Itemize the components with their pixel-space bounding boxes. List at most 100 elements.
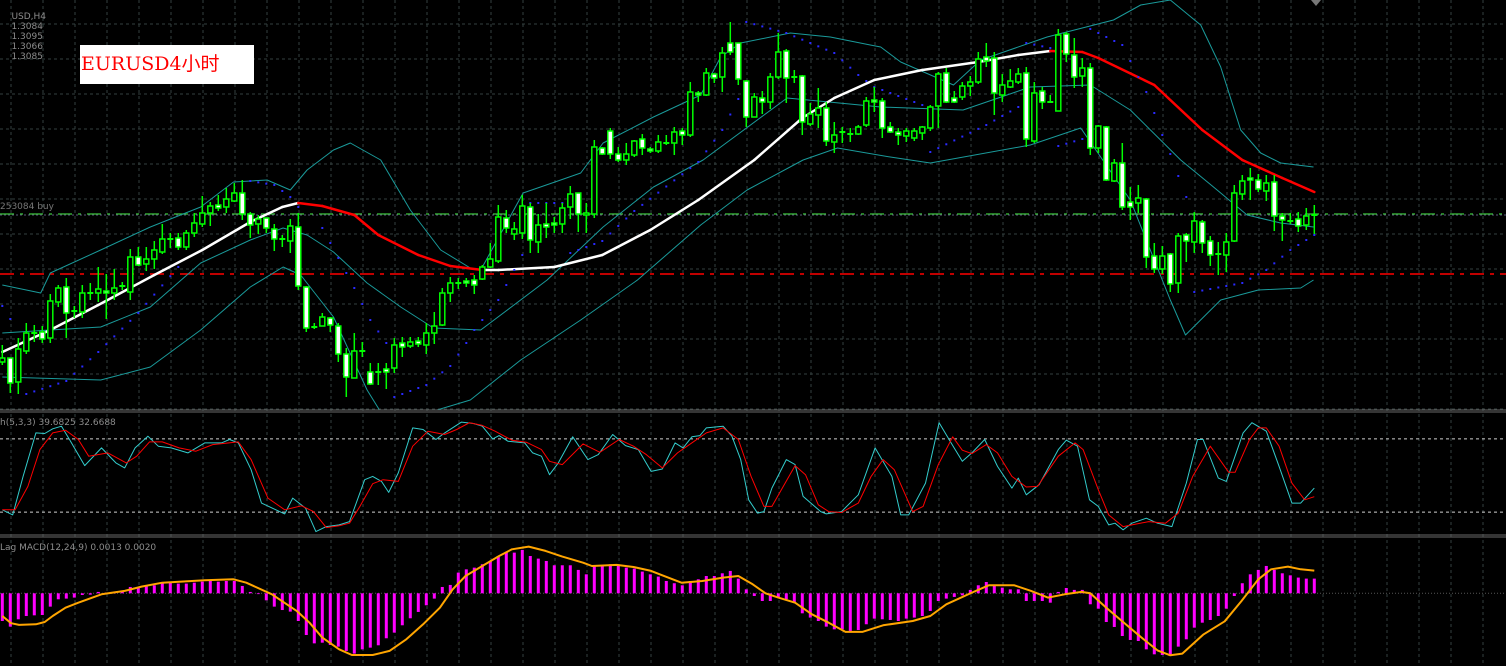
candle xyxy=(631,140,638,157)
candle xyxy=(919,126,926,140)
candle-body-bearish xyxy=(135,256,142,266)
candle-body-bearish xyxy=(1063,33,1070,55)
sar-dot xyxy=(753,23,756,26)
sar-dot xyxy=(977,127,980,130)
macd-histogram-bar xyxy=(560,565,564,594)
macd-histogram-bar xyxy=(824,593,828,627)
sar-dot xyxy=(969,131,972,134)
sar-dot xyxy=(465,342,468,344)
candle-body-bullish xyxy=(671,131,678,144)
sar-dot xyxy=(1193,291,1196,293)
sar-dot xyxy=(1313,234,1316,236)
candle xyxy=(623,143,630,165)
candle xyxy=(743,80,750,127)
sar-dot xyxy=(73,372,76,375)
candle xyxy=(687,82,694,137)
candle xyxy=(215,195,222,211)
candle xyxy=(271,224,278,251)
ma-segment-falling xyxy=(353,213,380,237)
candle-body-bullish xyxy=(767,76,774,103)
candle-body-bullish xyxy=(183,232,190,248)
sar-dot xyxy=(1265,269,1268,271)
sar-dot xyxy=(145,302,148,305)
candle xyxy=(487,243,494,268)
ma-segment-rising xyxy=(697,158,756,202)
order-line-label[interactable]: 253084 buy xyxy=(0,202,54,212)
ma-segment-falling xyxy=(1153,83,1204,132)
candle-body-bullish xyxy=(1159,255,1166,270)
candle-body-bearish xyxy=(503,217,510,229)
candle xyxy=(895,128,902,145)
sar-dot xyxy=(33,390,36,393)
sar-dot xyxy=(1105,36,1108,38)
sar-dot xyxy=(569,252,572,254)
macd-histogram-bar xyxy=(208,580,212,594)
macd-histogram-bar xyxy=(504,551,508,594)
candle-body-bullish xyxy=(911,130,918,139)
bollinger-lower-band xyxy=(2,127,1314,410)
candle-body-bearish xyxy=(1127,201,1134,208)
macd-histogram-bar xyxy=(968,589,972,594)
macd-histogram-bar xyxy=(416,593,420,612)
chart-shift-marker-icon[interactable] xyxy=(1311,0,1321,6)
pane-separators[interactable] xyxy=(0,409,1506,538)
candle xyxy=(175,233,182,250)
sar-dot xyxy=(1017,106,1020,108)
macd-histogram-bar xyxy=(24,593,28,617)
candle-body-bullish xyxy=(47,300,54,339)
macd-histogram-bar xyxy=(1008,589,1012,594)
macd-histogram-bar xyxy=(1088,593,1092,605)
macd-histogram-bar xyxy=(272,593,276,607)
candle-body-bearish xyxy=(39,331,46,340)
candle-body-bullish xyxy=(159,238,166,253)
candle-body-bullish xyxy=(223,198,230,208)
candle xyxy=(591,140,598,218)
macd-histogram-bar xyxy=(224,580,228,594)
macd-histogram-bar xyxy=(520,549,524,594)
macd-histogram-bar xyxy=(840,593,844,630)
candle xyxy=(135,247,142,266)
candle-body-bearish xyxy=(1039,90,1046,103)
macd-histogram-bar xyxy=(1208,593,1212,620)
macd-histogram-bar xyxy=(248,591,252,594)
candle-body-bearish xyxy=(399,342,406,348)
sar-dot xyxy=(1209,288,1212,290)
candle xyxy=(647,147,654,153)
candle xyxy=(751,93,758,118)
candle-body-bearish xyxy=(1295,218,1302,227)
candle-body-bearish xyxy=(263,217,270,229)
candle-body-bearish xyxy=(1183,234,1190,242)
macd-histogram-bar xyxy=(264,593,268,601)
candle-body-bullish xyxy=(919,126,926,134)
candle xyxy=(239,180,246,220)
sar-dot xyxy=(1001,115,1004,117)
candle-body-bearish xyxy=(343,353,350,378)
sar-dot xyxy=(1121,44,1124,46)
candle xyxy=(983,43,990,67)
candle xyxy=(567,186,574,219)
candle-body-bearish xyxy=(63,286,70,314)
sar-dot xyxy=(681,173,684,176)
candle xyxy=(15,338,22,394)
candle-body-bearish xyxy=(271,228,278,240)
sar-dot xyxy=(505,284,508,286)
candle-body-bullish xyxy=(855,126,862,135)
text-label-box[interactable]: EURUSD4小时 xyxy=(80,45,254,84)
close-price: 1.3085 xyxy=(11,52,43,62)
candle-body-bearish xyxy=(695,92,702,96)
candle xyxy=(287,219,294,253)
macd-histogram-bar xyxy=(256,593,260,595)
candle xyxy=(23,323,30,354)
macd-histogram-bar xyxy=(1120,593,1124,637)
macd-histogram-bar xyxy=(328,593,332,645)
sar-dot xyxy=(409,390,412,392)
sar-dot xyxy=(1129,60,1132,62)
macd-histogram-bar xyxy=(1152,593,1156,655)
candle xyxy=(503,210,510,233)
ma-segment-falling xyxy=(1081,50,1100,60)
candle xyxy=(375,363,382,385)
candle-body-bearish xyxy=(215,204,222,209)
sar-dot xyxy=(281,190,284,192)
